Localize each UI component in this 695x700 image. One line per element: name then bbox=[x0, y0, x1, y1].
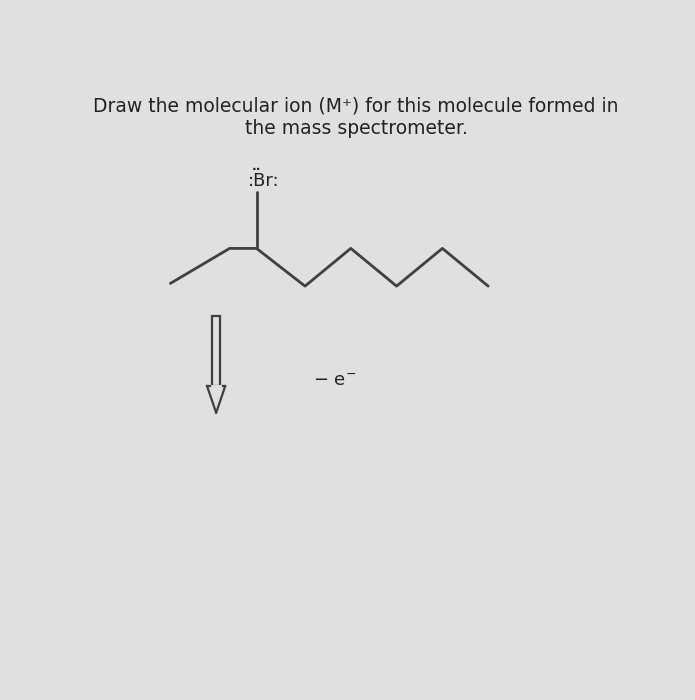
Text: :Br:: :Br: bbox=[247, 172, 279, 190]
Text: Draw the molecular ion (M⁺) for this molecule formed in: Draw the molecular ion (M⁺) for this mol… bbox=[93, 96, 619, 115]
Text: ··: ·· bbox=[252, 162, 261, 176]
Text: $-$ e$^{-}$: $-$ e$^{-}$ bbox=[313, 372, 357, 389]
Text: the mass spectrometer.: the mass spectrometer. bbox=[245, 119, 468, 138]
